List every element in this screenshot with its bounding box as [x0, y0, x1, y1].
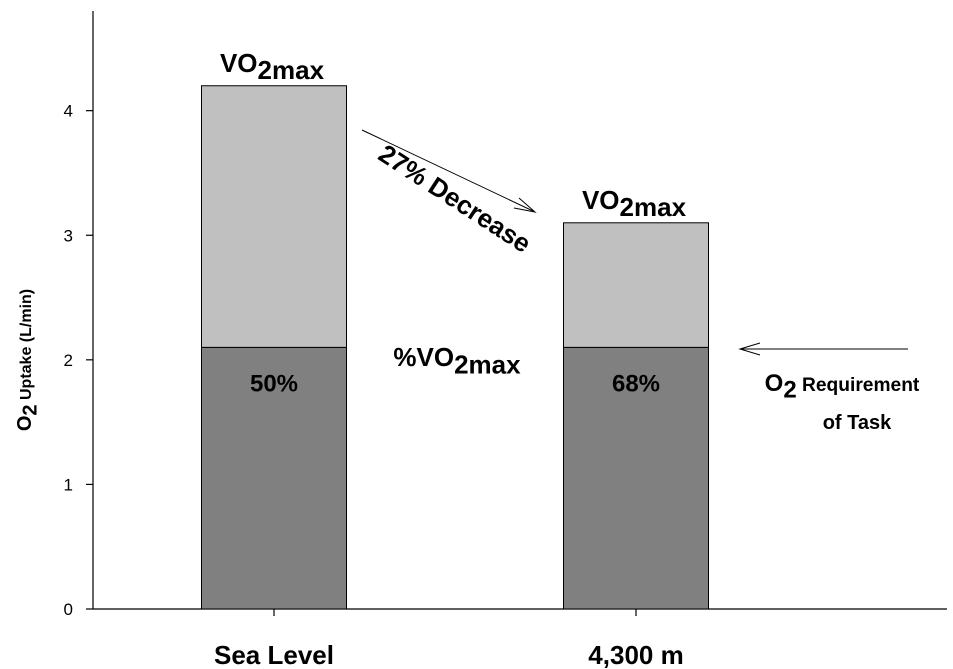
annotation-subscript: 2 [783, 377, 796, 404]
requirement-arrowhead [738, 342, 761, 356]
segment-label: 50% [250, 370, 298, 397]
y-tick-label: 3 [64, 226, 73, 245]
annotation-text: VO [220, 48, 258, 78]
annotation-subscript: 2max [454, 349, 521, 379]
annotation-subscript: 2 [20, 404, 42, 415]
y-tick-label: 4 [64, 102, 73, 121]
annotation: VO2max [582, 185, 687, 222]
y-tick-label: 1 [64, 475, 73, 494]
bar-segment [201, 85, 347, 348]
decrease-arrow [361, 129, 534, 212]
annotation-text: VO [582, 185, 620, 215]
annotation-subscript: 2max [620, 192, 687, 222]
annotation: VO2max [220, 48, 325, 85]
annotation-text: Requirement [797, 375, 920, 396]
annotation-text: O [765, 370, 784, 397]
y-tick-label: 2 [64, 351, 73, 370]
annotation: O2 Requirement [765, 370, 920, 404]
annotation-subscript: 2max [258, 55, 325, 85]
annotation-text: Uptake (L/min) [18, 289, 35, 405]
bar-segment [563, 222, 709, 348]
annotation-text: %VO [393, 342, 454, 372]
y-tick-label: 0 [64, 600, 73, 619]
annotation-text: O [14, 416, 36, 432]
annotation: of Task [823, 412, 892, 434]
decrease-arrowhead [513, 197, 537, 213]
bar-segment [563, 346, 709, 610]
segment-label: 68% [612, 370, 660, 397]
x-tick-label: Sea Level [214, 640, 334, 669]
x-tick-label: 4,300 m [588, 640, 683, 669]
annotation: %VO2max [393, 342, 521, 379]
y-axis-label: O2 Uptake (L/min) [14, 289, 42, 431]
annotation: 27% Decrease [373, 138, 536, 258]
